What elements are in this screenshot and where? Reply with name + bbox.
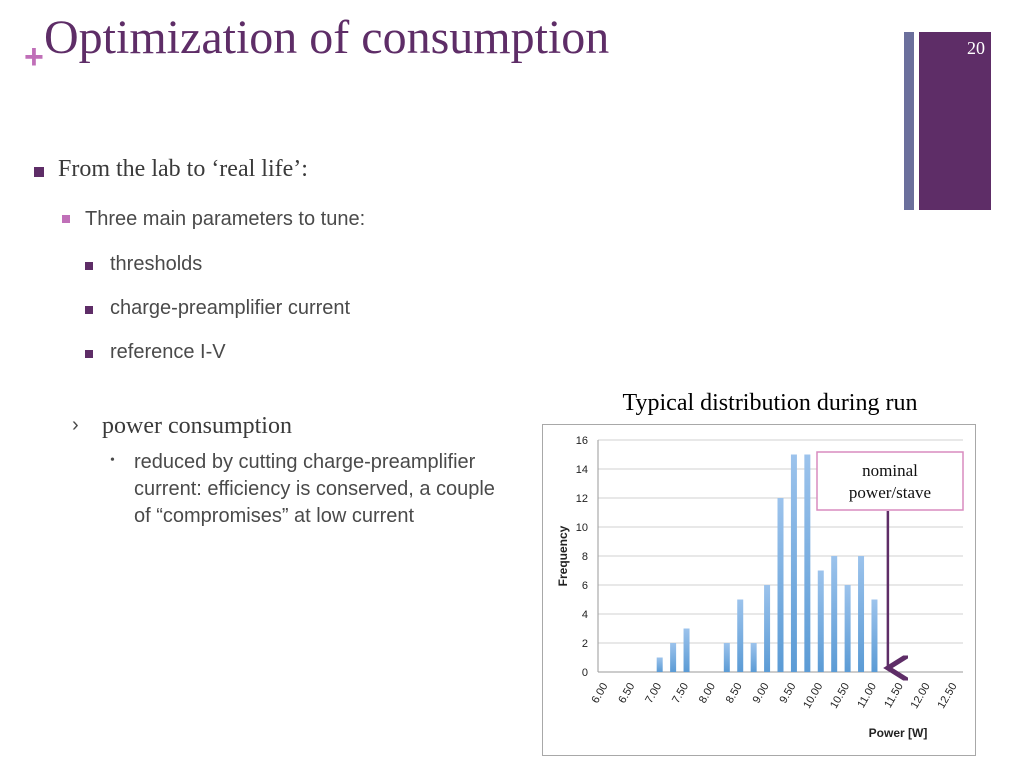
histogram-bar [858,556,865,672]
y-tick-label: 12 [576,493,588,505]
y-tick-label: 4 [582,609,588,621]
bullet-square-icon [34,167,44,177]
y-tick-label: 14 [576,464,588,476]
histogram-bar [750,643,757,672]
bullet-square-icon [85,262,93,270]
x-tick-label: 7.50 [670,681,691,706]
histogram-bar [683,628,690,672]
decorative-bar-left [904,32,914,210]
histogram-chart: 0 2 4 6 8 10 12 14 16 6.00 6.50 7.00 7.50 8.00 8.50 9.0… [556,435,964,740]
histogram-bar [670,643,677,672]
x-tick-label: 11.50 [882,681,906,710]
slide-title: Optimization of consumption [44,11,610,64]
annotation-text-line2: power/stave [849,483,931,502]
x-tick-label: 10.50 [828,681,852,711]
histogram-bar [764,585,771,672]
histogram-bar [790,454,797,672]
annotation-text-line1: nominal [862,461,918,480]
y-tick-label: 6 [582,580,588,592]
x-tick-label: 12.50 [935,681,959,711]
chart-caption: Typical distribution during run [622,390,918,416]
bullet-square-icon [62,215,70,223]
x-tick-label: 11.00 [855,681,879,710]
histogram-bar [844,585,851,672]
x-axis-label: Power [W] [869,726,928,740]
bullet-level2: Three main parameters to tune: [85,208,366,230]
y-tick-label: 2 [582,638,588,650]
bullet-square-icon [85,350,93,358]
x-tick-label: 10.00 [801,681,825,711]
bullet-item-thresholds: thresholds [110,253,203,275]
y-tick-label: 8 [582,551,588,563]
x-tick-label: 12.00 [909,681,933,711]
bullet-item-preamp-current: charge-preamplifier current [110,297,351,319]
chart-container: 0 2 4 6 8 10 12 14 16 6.00 6.50 7.00 7.50 8.00 8.50 9.0… [542,424,976,756]
bullet-power-consumption: power consumption [102,413,292,439]
histogram-bar [817,570,824,672]
x-tick-label: 8.50 [724,681,745,706]
y-tick-label: 16 [576,435,588,447]
page-number: 20 [967,38,985,58]
histogram-bar [831,556,838,672]
chevron-right-icon: › [72,414,79,436]
bullet-square-icon [85,306,93,314]
bullet-dot-icon: • [110,453,115,468]
histogram-bar [777,498,784,672]
histogram-bar [871,599,878,672]
x-tick-label: 6.50 [616,681,637,706]
y-tick-label: 0 [582,667,588,679]
histogram-bar [737,599,744,672]
histogram-bar [656,657,663,672]
power-detail-text: reduced by cutting charge-preamplifier c… [134,451,495,527]
bullet-level1: From the lab to ‘real life’: [58,156,308,182]
x-tick-label: 8.00 [697,681,718,706]
x-tick-label: 9.00 [751,681,772,706]
histogram-bar [723,643,730,672]
annotation-box [816,451,964,511]
x-tick-label: 9.50 [777,681,798,706]
x-tick-label: 6.00 [589,681,610,706]
bullet-item-reference-iv: reference I-V [110,341,226,363]
x-tick-label: 7.00 [643,681,664,706]
y-tick-label: 10 [576,522,588,534]
plus-icon: + [24,38,44,76]
decorative-bar-right [919,32,991,210]
y-axis-label: Frequency [556,525,570,586]
histogram-bar [804,454,811,672]
